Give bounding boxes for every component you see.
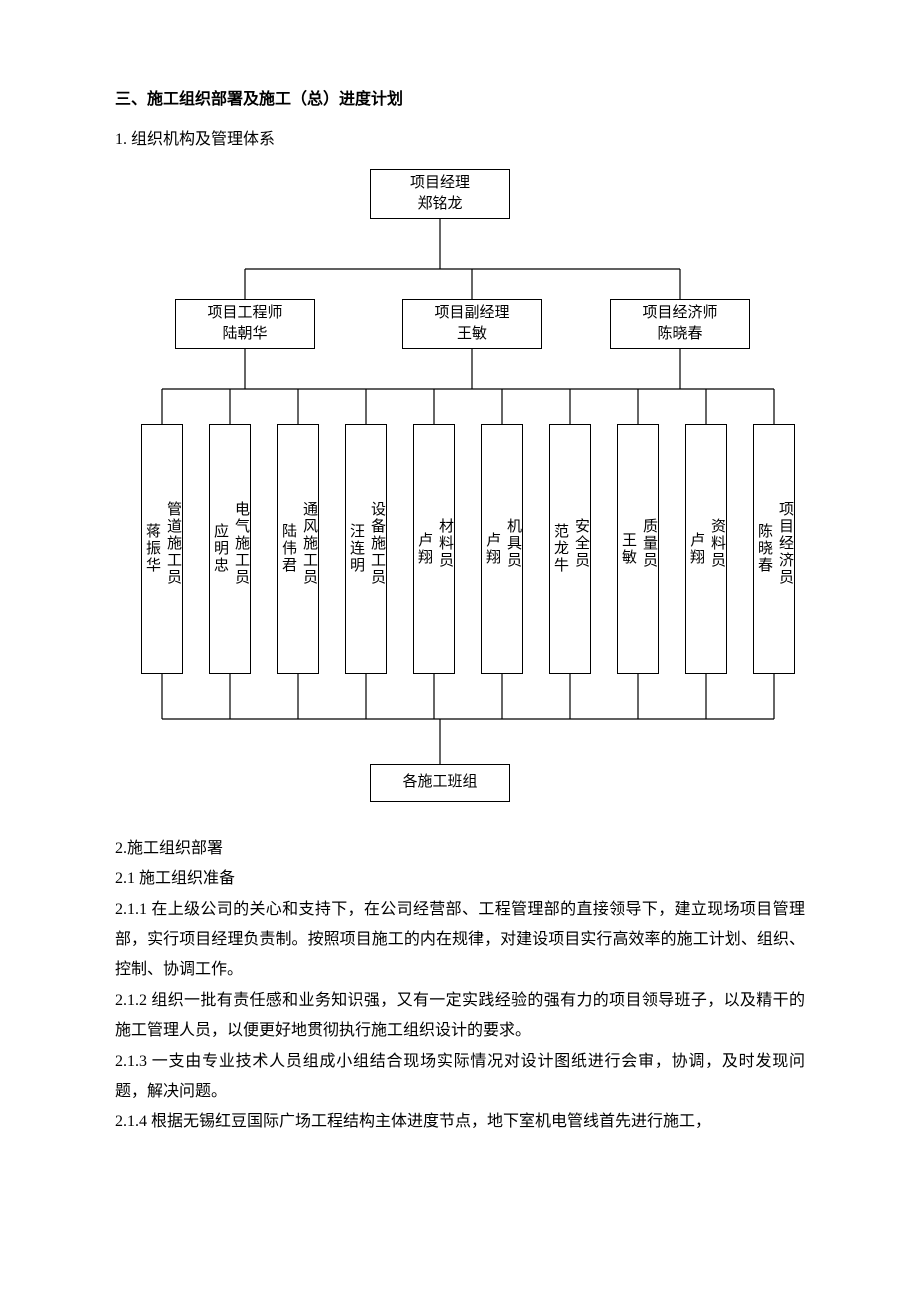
node-leaf-6: 安全员范龙牛 — [549, 424, 591, 674]
node-mid-1: 项目副经理王敏 — [402, 299, 542, 349]
node-leaf-8: 资料员卢翔 — [685, 424, 727, 674]
org-chart: 项目经理郑铭龙项目工程师陆朝华 项目副经理王敏 项目经济师陈晓春管道施工员蒋振华电气… — [115, 164, 805, 814]
para-2-1-1: 2.1.1 在上级公司的关心和支持下，在公司经营部、工程管理部的直接领导下，建立… — [115, 895, 805, 986]
node-mid-2: 项目经济师陈晓春 — [610, 299, 750, 349]
page-heading: 三、施工组织部署及施工（总）进度计划 — [115, 85, 805, 115]
node-leaf-7: 质量员王敏 — [617, 424, 659, 674]
node-leaf-2: 通风施工员陆伟君 — [277, 424, 319, 674]
para-2-1-4: 2.1.4 根据无锡红豆国际广场工程结构主体进度节点，地下室机电管线首先进行施工… — [115, 1107, 805, 1137]
para-2-1-3: 2.1.3 一支由专业技术人员组成小组结合现场实际情况对设计图纸进行会审，协调，… — [115, 1047, 805, 1108]
body-text: 2.施工组织部署 2.1 施工组织准备 2.1.1 在上级公司的关心和支持下，在… — [115, 834, 805, 1138]
node-mid-0: 项目工程师陆朝华 — [175, 299, 315, 349]
section-1-title: 1. 组织机构及管理体系 — [115, 125, 805, 155]
node-leaf-9: 项目经济员陈晓春 — [753, 424, 795, 674]
node-leaf-1: 电气施工员应明忠 — [209, 424, 251, 674]
para-2-1-2: 2.1.2 组织一批有责任感和业务知识强，又有一定实践经验的强有力的项目领导班子… — [115, 986, 805, 1047]
node-leaf-4: 材料员卢翔 — [413, 424, 455, 674]
node-project-manager: 项目经理郑铭龙 — [370, 169, 510, 219]
node-leaf-5: 机具员卢翔 — [481, 424, 523, 674]
node-leaf-3: 设备施工员汪连明 — [345, 424, 387, 674]
section-2-title: 2.施工组织部署 — [115, 834, 805, 864]
node-bottom: 各施工班组 — [370, 764, 510, 802]
node-leaf-0: 管道施工员蒋振华 — [141, 424, 183, 674]
section-2-1-title: 2.1 施工组织准备 — [115, 864, 805, 894]
